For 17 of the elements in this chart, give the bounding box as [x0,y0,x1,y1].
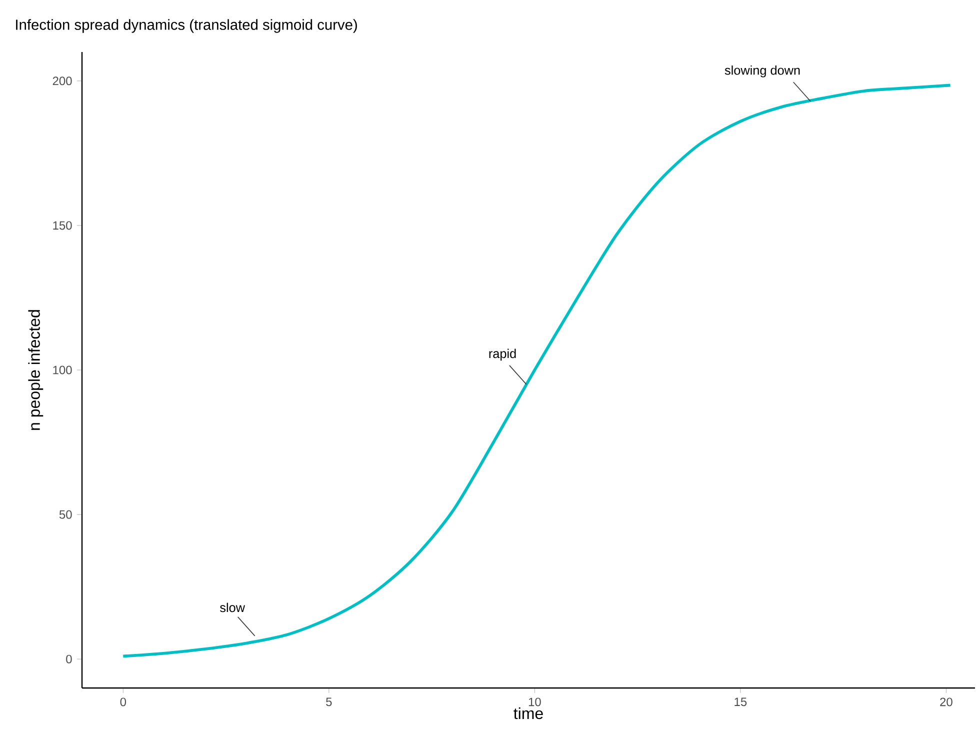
x-tick-label: 0 [120,698,126,706]
annotation: slow [220,602,246,612]
y-tick-label: 100 [53,366,72,374]
y-tick-label: 50 [59,510,72,519]
annotation: slowing down [724,65,800,78]
y-tick-label: 200 [52,76,72,86]
x-tick-label: 10 [528,698,541,706]
x-axis-title: time [514,707,543,720]
chart-title: Infection spread dynamics (translated sigmoid curve) [16,19,357,33]
y-tick-label: 0 [66,654,72,664]
y-tick-label: 150 [53,221,72,230]
line-series [122,84,952,658]
y-axis-title: n people infected [28,310,44,430]
x-tick-label: 5 [326,698,332,706]
annotation: rapid [489,348,516,361]
x-tick-label: 15 [734,698,747,706]
x-tick-label: 20 [940,698,952,706]
